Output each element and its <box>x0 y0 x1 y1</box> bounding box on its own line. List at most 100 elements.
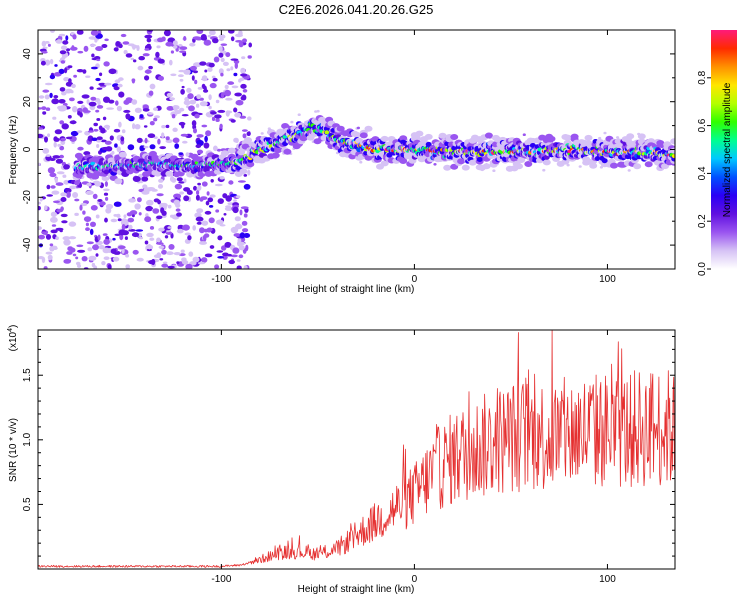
noise-speck <box>120 33 127 38</box>
noise-speck <box>80 202 88 207</box>
ridge-blob <box>399 158 408 164</box>
noise-speck <box>227 81 235 85</box>
noise-speck <box>158 245 165 249</box>
noise-speck <box>123 49 128 55</box>
noise-speck <box>196 221 202 225</box>
noise-speck <box>104 217 108 223</box>
ridge-blob <box>227 147 236 154</box>
noise-speck <box>103 124 111 129</box>
noise-speck <box>208 94 212 101</box>
noise-speck <box>104 82 112 86</box>
noise-speck <box>94 181 102 187</box>
noise-speck <box>173 45 178 49</box>
noise-speck <box>217 109 226 113</box>
noise-speck <box>89 44 97 47</box>
noise-speck <box>92 244 99 251</box>
noise-speck <box>230 119 236 123</box>
noise-speck <box>138 56 145 61</box>
noise-speck <box>238 254 244 259</box>
noise-speck <box>236 259 241 262</box>
noise-speck <box>127 43 135 47</box>
noise-speck <box>174 183 183 190</box>
noise-speck <box>147 243 152 250</box>
noise-speck <box>62 236 71 241</box>
noise-speck <box>207 197 214 203</box>
noise-speck <box>159 258 164 261</box>
noise-speck <box>105 196 109 201</box>
noise-speck <box>238 245 245 251</box>
noise-speck <box>142 184 148 189</box>
noise-speck <box>118 43 123 49</box>
noise-speck <box>62 40 69 45</box>
noise-speck <box>217 235 223 241</box>
noise-speck <box>119 234 124 241</box>
noise-speck <box>192 256 200 263</box>
noise-speck <box>237 180 246 183</box>
noise-speck <box>197 182 202 186</box>
noise-speck <box>183 69 191 75</box>
noise-speck <box>51 245 58 249</box>
ridge-blob <box>461 164 470 171</box>
noise-speck <box>55 182 64 186</box>
noise-speck <box>153 254 161 258</box>
spectrogram-plot: -100 0 100 -40 -20 0 20 40 <box>22 29 676 285</box>
noise-speck <box>118 121 122 128</box>
snr-background <box>38 330 675 569</box>
noise-speck <box>240 83 247 89</box>
noise-speck <box>115 100 119 106</box>
noise-speck <box>213 145 218 152</box>
noise-speck <box>149 237 155 241</box>
noise-speck <box>49 243 54 247</box>
noise-speck <box>204 69 208 73</box>
noise-speck <box>49 74 56 80</box>
spectrogram-x-tick-label: -100 <box>211 274 231 285</box>
noise-speck <box>182 224 190 231</box>
noise-speck <box>101 176 107 180</box>
colorbar-label: Normalized spectral amplitude <box>722 82 733 217</box>
noise-speck <box>170 50 174 54</box>
noise-speck <box>235 99 244 106</box>
noise-speck <box>118 91 125 98</box>
noise-speck <box>51 224 57 227</box>
noise-speck <box>90 66 98 70</box>
noise-speck <box>102 116 107 121</box>
noise-speck <box>42 148 50 154</box>
noise-speck <box>72 192 79 198</box>
noise-speck <box>232 247 240 254</box>
noise-speck <box>125 53 133 58</box>
noise-speck <box>199 197 204 202</box>
ridge-blob <box>451 145 458 151</box>
snr-multiplier-base: (x10 <box>8 331 19 351</box>
noise-speck <box>52 155 61 159</box>
noise-speck <box>82 69 87 74</box>
noise-speck <box>70 247 76 253</box>
noise-speck <box>174 110 182 114</box>
noise-speck <box>235 40 243 43</box>
noise-speck <box>60 197 67 202</box>
noise-speck <box>171 114 176 119</box>
noise-speck <box>180 88 185 95</box>
ridge-blob <box>670 138 675 145</box>
noise-speck <box>218 38 224 41</box>
noise-speck <box>193 70 198 74</box>
noise-speck <box>65 188 72 193</box>
noise-speck <box>194 79 198 85</box>
noise-speck <box>216 219 224 225</box>
noise-speck <box>165 136 170 141</box>
snr-frame <box>37 329 676 570</box>
noise-speck <box>87 130 94 133</box>
colorbar-tick-label: 0.2 <box>697 214 708 228</box>
noise-speck <box>99 201 106 206</box>
noise-speck <box>156 45 161 49</box>
colorbar: 0.0 0.2 0.4 0.6 0.8 Normalized spectral ampl… <box>697 30 737 276</box>
noise-speck <box>247 116 252 121</box>
ridge-blob <box>671 154 675 159</box>
noise-speck <box>148 65 153 70</box>
noise-speck <box>68 78 72 84</box>
noise-speck <box>74 212 79 216</box>
noise-speck <box>197 87 203 90</box>
noise-speck <box>51 98 60 105</box>
noise-speck <box>202 234 207 241</box>
noise-speck <box>101 146 110 151</box>
ridge-blob <box>359 132 368 139</box>
